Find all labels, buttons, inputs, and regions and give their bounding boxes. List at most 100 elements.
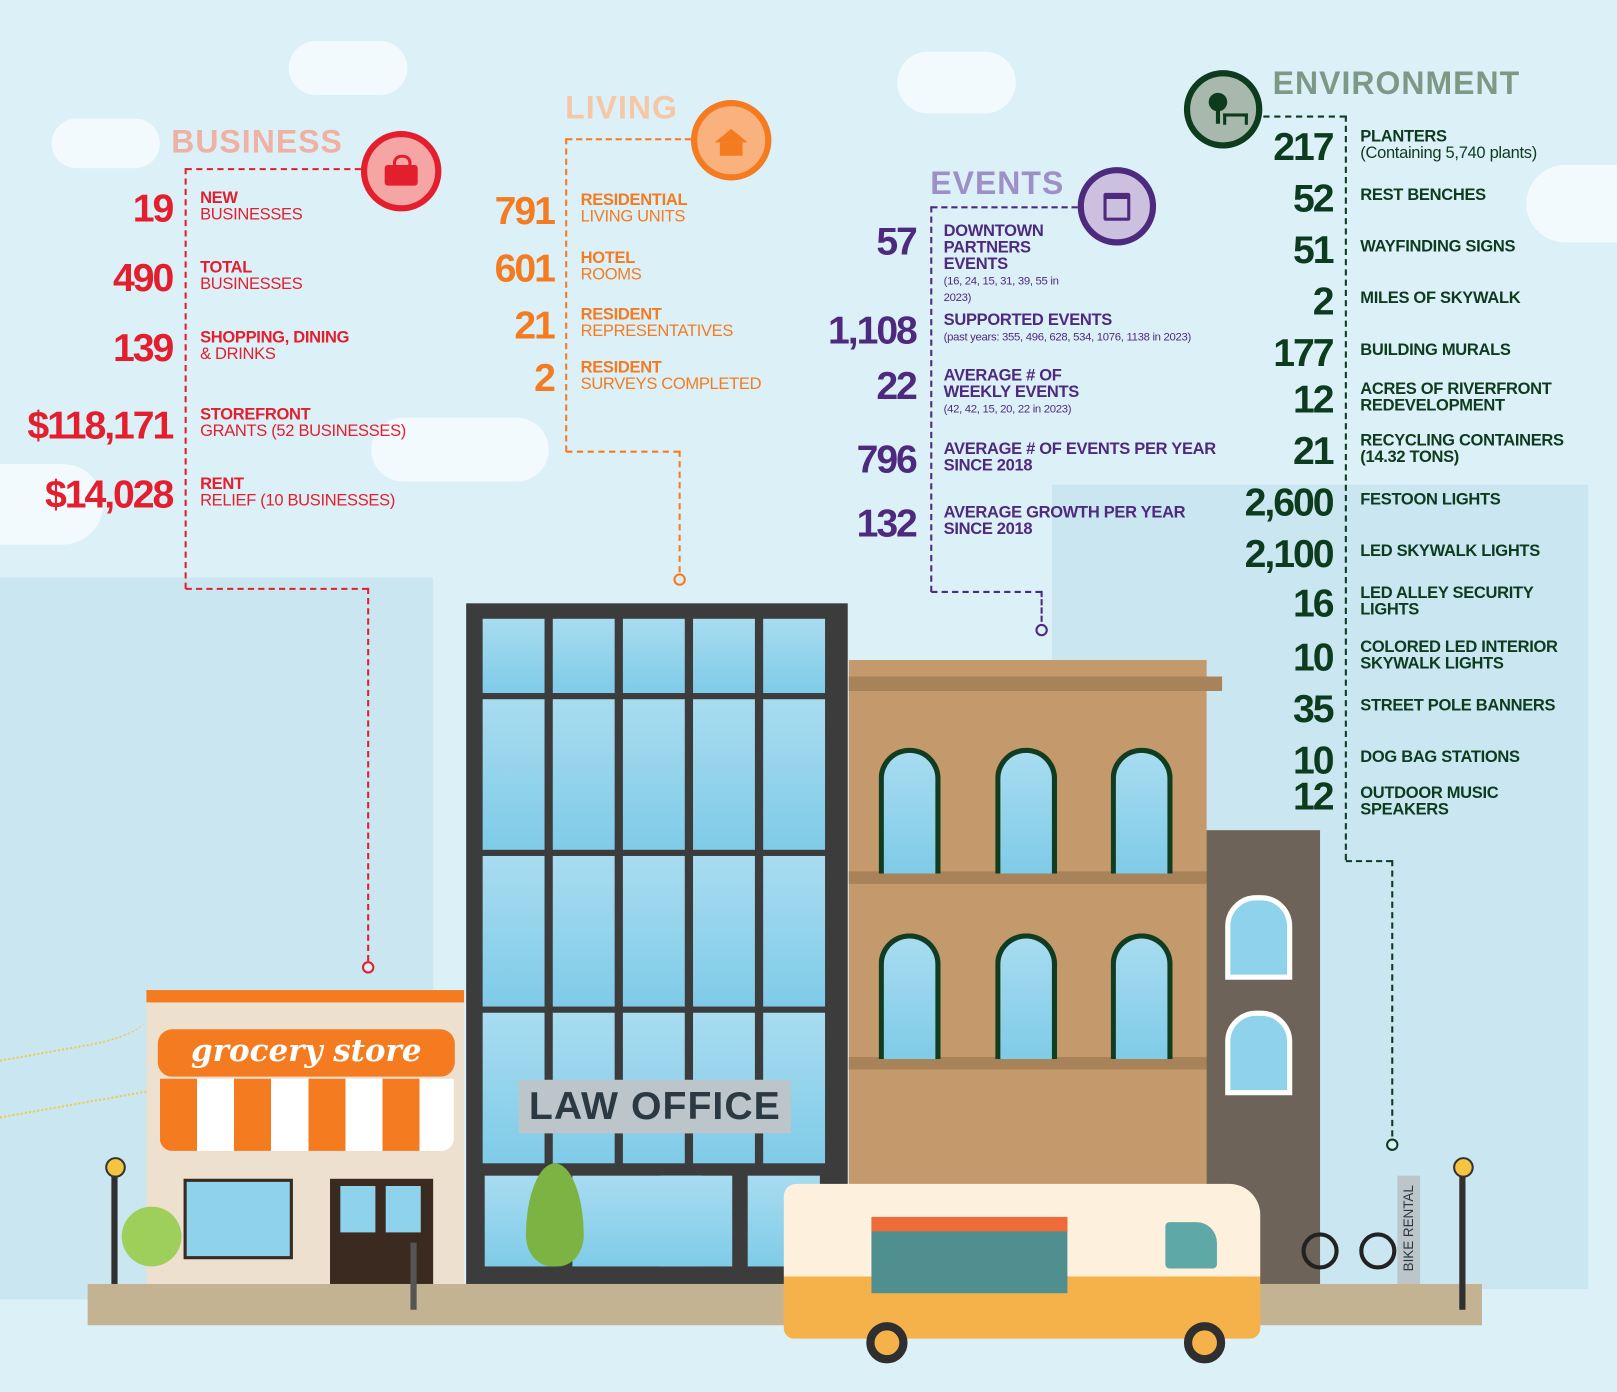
stat-heading: BUILDING MURALS: [1360, 341, 1511, 359]
connector-line: [566, 450, 680, 453]
stat-label: SUPPORTED EVENTS (past years: 355, 496, 6…: [944, 312, 1222, 345]
connector-line: [1391, 860, 1394, 1137]
stat-value: 21: [514, 304, 556, 348]
stat-heading: PLANTERS: [1360, 127, 1447, 146]
cloud: [897, 51, 1016, 114]
stat-label: DOG BAG STATIONS: [1360, 748, 1577, 767]
bike-rental-label: BIKE RENTAL: [1400, 1185, 1416, 1272]
stat-note: (past years: 355, 496, 628, 534, 1076, 1…: [943, 331, 1192, 344]
stat-heading: DOWNTOWN PARTNERS EVENTS: [943, 222, 1044, 274]
stat-label: WAYFINDING SIGNS: [1360, 239, 1577, 256]
stat-subheading: SURVEYS COMPLETED: [580, 375, 762, 393]
stat-note: (16, 24, 15, 31, 39, 55 in 2023): [943, 275, 1059, 305]
stat-value: 10: [1292, 739, 1335, 783]
stat-note: (Containing 5,740 plants): [1360, 144, 1537, 162]
stat-label: RESIDENTIAL LIVING UNITS: [581, 192, 808, 226]
connector-line: [1345, 860, 1393, 863]
stat-subheading: REPRESENTATIVES: [580, 322, 734, 341]
stat-value: 217: [1273, 125, 1334, 170]
arched-window: [1110, 933, 1173, 1060]
bike-rental-sign: BIKE RENTAL: [1397, 1175, 1421, 1284]
stat-value: 490: [113, 256, 174, 301]
stat-heading: STOREFRONT: [200, 406, 311, 424]
stat-subheading: RELIEF (10 BUSINESSES): [200, 491, 396, 510]
truck-wheel: [1183, 1322, 1226, 1364]
street-lamp: [111, 1160, 118, 1284]
stat-label: BUILDING MURALS: [1360, 342, 1577, 359]
connector-dot: [1386, 1138, 1399, 1151]
stat-subheading: BUSINESSES: [200, 206, 303, 224]
stat-heading: LED ALLEY SECURITY LIGHTS: [1360, 584, 1534, 619]
connector-line: [1040, 590, 1043, 622]
connector-line: [566, 138, 691, 141]
stat-subheading: ROOMS: [580, 266, 642, 284]
environment-title: ENVIRONMENT: [1272, 64, 1521, 102]
stat-heading: OUTDOOR MUSIC SPEAKERS: [1360, 784, 1499, 819]
tower-window: [482, 699, 545, 850]
stat-label: RECYCLING CONTAINERS (14.32 TONS): [1360, 433, 1577, 466]
connector-line: [931, 590, 1042, 593]
stat-heading: AVERAGE # OF EVENTS PER YEAR SINCE 2018: [943, 440, 1217, 475]
stat-note: (42, 42, 15, 20, 22 in 2023): [943, 403, 1072, 416]
stat-label: RESIDENT REPRESENTATIVES: [581, 307, 808, 340]
cloud: [371, 417, 549, 482]
stat-subheading: GRANTS (52 BUSINESSES): [200, 422, 407, 441]
tower-window: [552, 855, 615, 1007]
stat-heading: RENT: [200, 475, 244, 493]
tower-window: [660, 1175, 733, 1267]
stat-label: RESIDENT SURVEYS COMPLETED: [580, 358, 808, 393]
stat-subheading: & DRINKS: [200, 345, 276, 364]
stat-label: OUTDOOR MUSIC SPEAKERS: [1360, 784, 1577, 819]
arched-window: [878, 933, 941, 1060]
tower-window: [693, 855, 755, 1007]
tower-window: [693, 618, 755, 694]
cloud: [1526, 165, 1617, 243]
arched-window: [995, 933, 1058, 1060]
stat-value: 21: [1292, 430, 1335, 474]
stat-value: 57: [876, 220, 918, 265]
cloud: [0, 464, 104, 545]
stat-value: 132: [856, 502, 918, 546]
bike-wheel: [1359, 1232, 1397, 1270]
stat-value: $14,028: [44, 473, 174, 517]
connector-line: [565, 138, 568, 452]
stat-label: PLANTERS (Containing 5,740 plants): [1360, 127, 1617, 162]
brick-building: [848, 660, 1207, 1186]
tree-bench-icon: [1183, 70, 1263, 149]
tree: [121, 1206, 182, 1267]
calendar-icon: [1077, 167, 1157, 246]
stat-heading: REST BENCHES: [1360, 186, 1486, 205]
stat-label: AVERAGE GROWTH PER YEAR SINCE 2018: [944, 505, 1222, 538]
tower-window: [482, 855, 545, 1007]
stat-heading: ACRES OF RIVERFRONT REDEVELOPMENT: [1360, 380, 1552, 415]
stat-value: 12: [1292, 775, 1335, 819]
law-office-sign: LAW OFFICE: [518, 1079, 792, 1134]
stat-heading: RESIDENT: [580, 306, 662, 324]
stat-value: 2: [534, 356, 556, 401]
events-title: EVENTS: [930, 165, 1065, 202]
truck-wheel: [866, 1322, 908, 1364]
stat-heading: RESIDENT: [580, 358, 662, 377]
stat-heading: NEW: [200, 189, 238, 208]
door-window: [340, 1185, 376, 1233]
arched-window: [1110, 747, 1173, 874]
stat-value: 51: [1292, 228, 1335, 273]
stat-value: 796: [856, 438, 918, 482]
stat-heading: DOG BAG STATIONS: [1360, 748, 1520, 767]
lamp-light: [1453, 1157, 1474, 1178]
shop-window: [183, 1178, 293, 1260]
tower-window: [622, 699, 685, 850]
arched-window: [1225, 895, 1293, 980]
stat-label: COLORED LED INTERIOR SKYWALK LIGHTS: [1360, 639, 1577, 672]
stat-label: STREET POLE BANNERS: [1360, 698, 1577, 715]
connector-line: [185, 168, 361, 171]
ledge: [848, 1057, 1223, 1070]
tower-window: [763, 618, 826, 694]
lamp-light: [105, 1157, 126, 1178]
connector-line: [185, 587, 369, 590]
stat-heading: AVERAGE # OF WEEKLY EVENTS: [943, 367, 1080, 402]
stat-heading: TOTAL: [200, 258, 253, 277]
stat-value: 2: [1312, 280, 1335, 324]
door-window: [385, 1185, 421, 1233]
business-title: BUSINESS: [171, 123, 343, 160]
